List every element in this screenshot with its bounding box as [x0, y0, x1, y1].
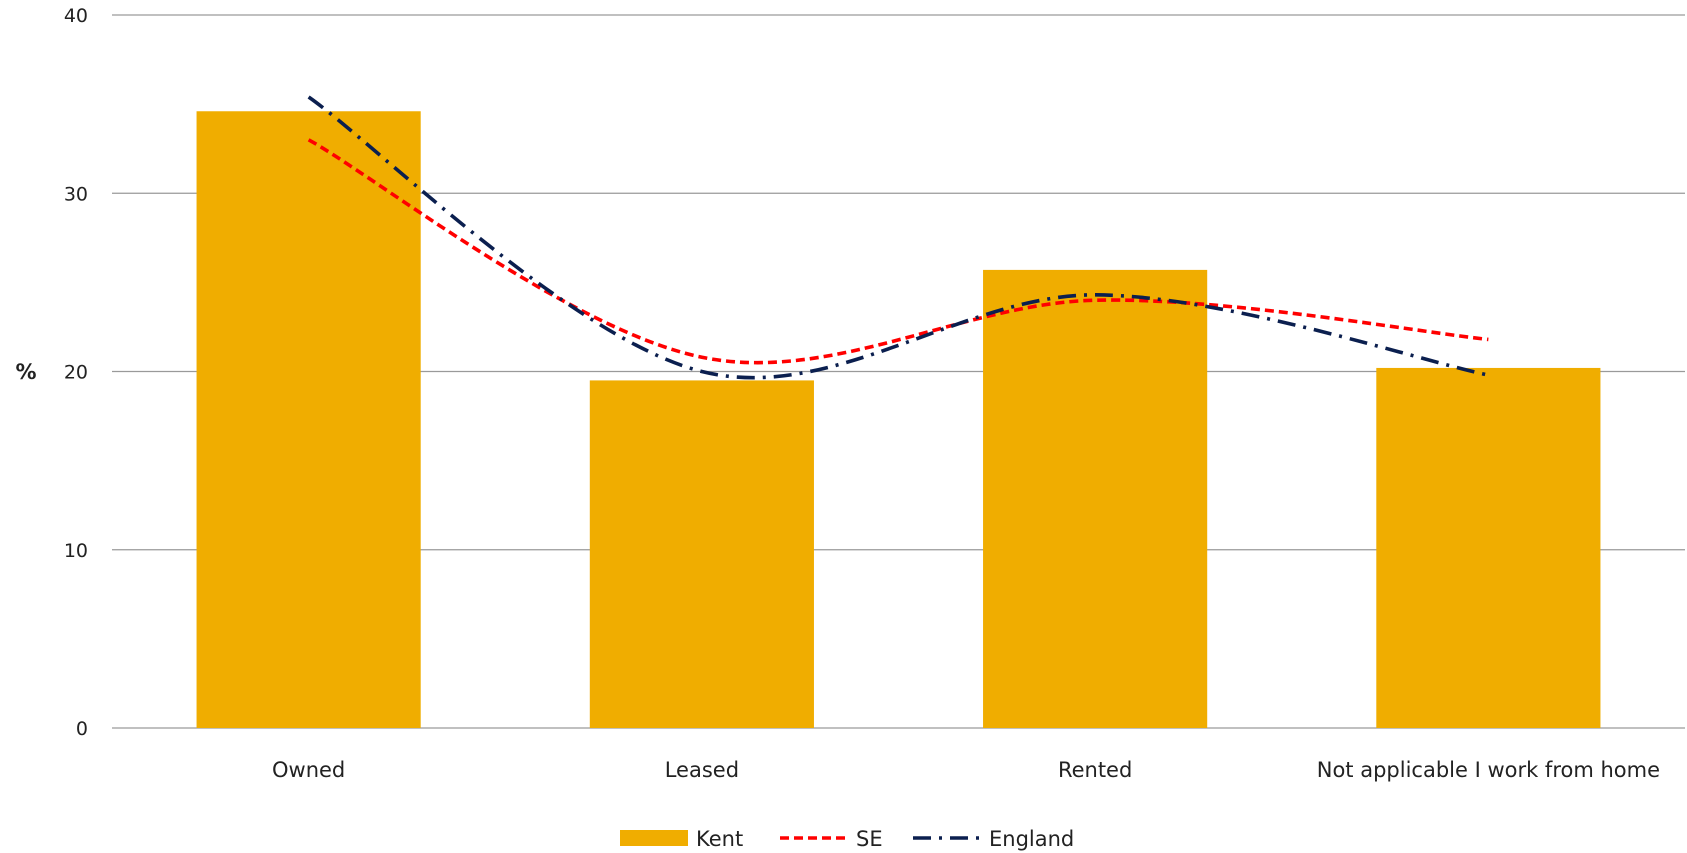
- bar-kent: [589, 380, 814, 728]
- legend-england-label: England: [989, 827, 1074, 851]
- x-tick-label: Owned: [272, 758, 345, 782]
- legend-kent-label: Kent: [696, 827, 743, 851]
- x-tick-label: Leased: [665, 758, 739, 782]
- line-england: [307, 95, 1489, 380]
- x-tick-label: Not applicable I work from home: [1317, 758, 1660, 782]
- bar-kent: [196, 111, 421, 728]
- y-tick-label: 30: [64, 183, 88, 205]
- line-se: [307, 138, 1489, 365]
- legend-se-label: SE: [856, 827, 883, 851]
- y-tick-label: 10: [64, 540, 88, 562]
- bars: [196, 111, 1601, 728]
- x-tick-label: Rented: [1058, 758, 1132, 782]
- axes: 0 10 20 30 40 Owned Leased Rented Not applicable…: [64, 5, 1660, 782]
- bar-kent: [983, 269, 1208, 728]
- y-axis-label: %: [15, 360, 36, 384]
- y-tick-label: 40: [64, 5, 88, 27]
- bar-kent: [1376, 367, 1601, 728]
- legend: Kent SE England: [620, 827, 1074, 851]
- lines: [307, 95, 1489, 380]
- legend-kent-swatch: [620, 830, 688, 846]
- y-tick-label: 20: [64, 362, 88, 384]
- y-tick-label: 0: [76, 718, 88, 740]
